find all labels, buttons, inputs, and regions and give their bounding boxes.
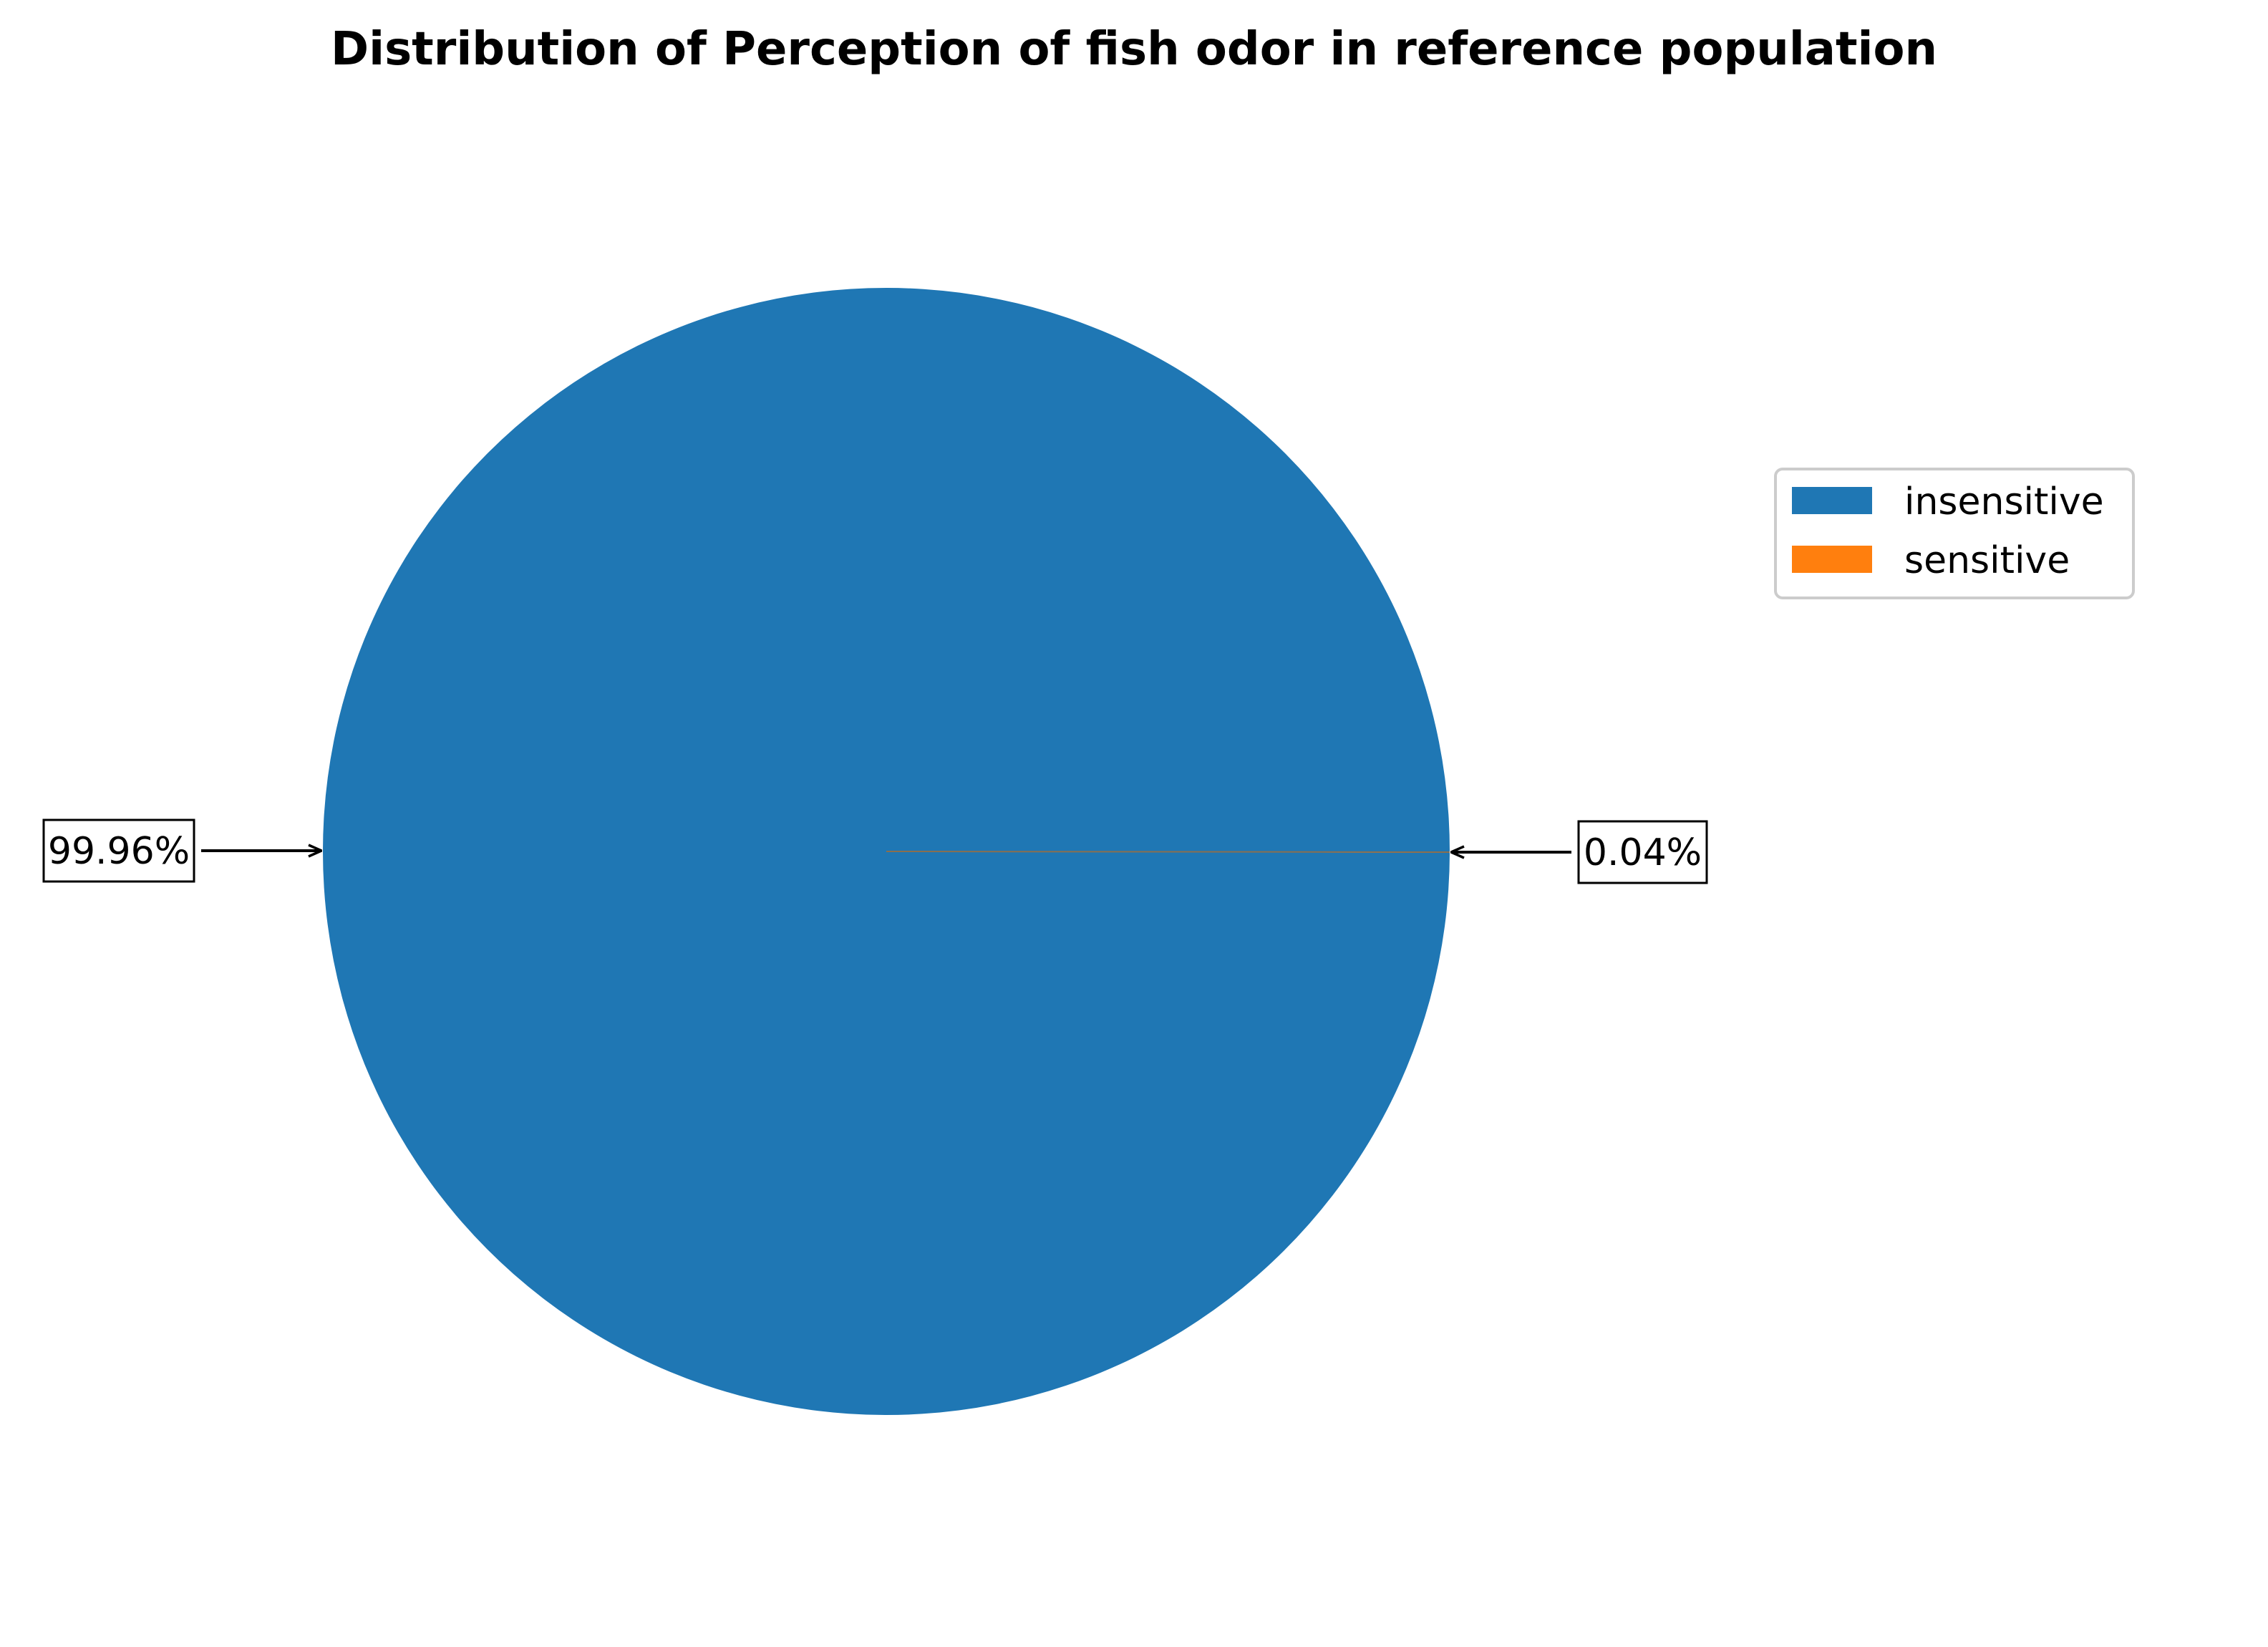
legend-swatch-sensitive [1792,546,1872,573]
slice-label-sensitive: 0.04% [1584,831,1702,874]
slice-annotation-insensitive: 99.96% [42,818,321,883]
legend-label-insensitive: insensitive [1904,480,2104,523]
slice-labels: 99.96% 0.04% [42,818,1708,884]
pie-slice-sliver-sensitive [886,851,1450,853]
legend-label-sensitive: sensitive [1904,539,2070,582]
slice-annotation-sensitive: 0.04% [1451,820,1708,884]
legend-swatch-insensitive [1792,487,1872,514]
pie-slices [322,288,1450,1416]
annotation-box [1577,820,1708,884]
slice-label-insensitive: 99.96% [48,830,190,873]
legend: insensitive sensitive [1774,468,2135,599]
chart-title: Distribution of Perception of fish odor … [331,23,1937,76]
annotation-box [42,818,195,883]
